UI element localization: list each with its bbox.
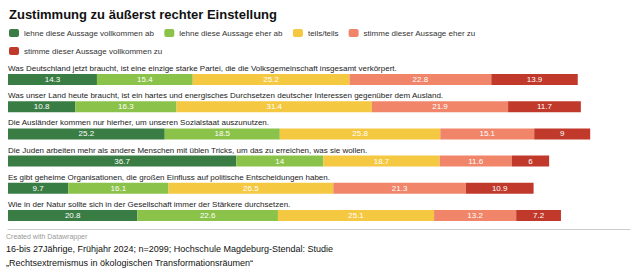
svg-text:18.7: 18.7 xyxy=(374,157,390,166)
svg-text:Was unser Land heute braucht,: Was unser Land heute braucht, ist ein ha… xyxy=(8,91,443,100)
svg-text:stimme dieser Aussage eher zu: stimme dieser Aussage eher zu xyxy=(364,29,476,38)
svg-text:21.3: 21.3 xyxy=(392,184,408,193)
svg-text:15.4: 15.4 xyxy=(137,75,153,84)
svg-text:13.9: 13.9 xyxy=(527,75,543,84)
svg-text:36.7: 36.7 xyxy=(114,157,130,166)
svg-text:7.2: 7.2 xyxy=(533,211,545,220)
svg-text:Die Juden arbeiten mehr als an: Die Juden arbeiten mehr als andere Mensc… xyxy=(8,146,367,155)
svg-text:Die Ausländer kommen nur hierh: Die Ausländer kommen nur hierher, um uns… xyxy=(8,118,269,127)
svg-text:teils/teils: teils/teils xyxy=(308,29,339,38)
svg-text:Wie in der Natur sollte sich i: Wie in der Natur sollte sich in der Gese… xyxy=(8,200,290,209)
svg-text:stimme dieser Aussage vollkomm: stimme dieser Aussage vollkommen zu xyxy=(24,47,162,56)
svg-text:13.2: 13.2 xyxy=(467,211,483,220)
svg-text:Created with Datawrapper: Created with Datawrapper xyxy=(6,233,88,241)
svg-text:6: 6 xyxy=(528,157,533,166)
svg-text:11.7: 11.7 xyxy=(537,102,553,111)
svg-text:10.8: 10.8 xyxy=(34,102,50,111)
svg-text:25.2: 25.2 xyxy=(263,75,279,84)
svg-text:25.8: 25.8 xyxy=(352,129,368,138)
svg-text:16.3: 16.3 xyxy=(118,102,134,111)
svg-text:22.6: 22.6 xyxy=(200,211,216,220)
svg-text:Es gibt geheime Organisationen: Es gibt geheime Organisationen, die groß… xyxy=(8,173,330,182)
svg-text:16-bis 27Jährige, Frühjahr 202: 16-bis 27Jährige, Frühjahr 2024; n=2099;… xyxy=(6,244,333,254)
svg-text:Was Deutschland jetzt braucht,: Was Deutschland jetzt braucht, ist eine … xyxy=(8,64,397,73)
svg-text:16.1: 16.1 xyxy=(111,184,127,193)
svg-text:14.3: 14.3 xyxy=(45,75,61,84)
svg-text:26.5: 26.5 xyxy=(243,184,259,193)
svg-text:lehne diese Aussage eher ab: lehne diese Aussage eher ab xyxy=(179,29,283,38)
svg-text:22.8: 22.8 xyxy=(413,75,429,84)
svg-text:Zustimmung zu äußerst rechter: Zustimmung zu äußerst rechter Einstellun… xyxy=(9,7,277,22)
svg-text:lehne diese Aussage vollkommen: lehne diese Aussage vollkommen ab xyxy=(24,29,154,38)
svg-text:25.2: 25.2 xyxy=(79,129,95,138)
svg-text:21.9: 21.9 xyxy=(432,102,448,111)
svg-text:9.7: 9.7 xyxy=(33,184,45,193)
svg-text:18.5: 18.5 xyxy=(214,129,230,138)
svg-text:11.6: 11.6 xyxy=(468,157,484,166)
svg-text:20.8: 20.8 xyxy=(65,211,81,220)
svg-text:15.1: 15.1 xyxy=(479,129,495,138)
svg-text:25.1: 25.1 xyxy=(348,211,364,220)
svg-text:14: 14 xyxy=(275,157,284,166)
svg-text:10.9: 10.9 xyxy=(492,184,508,193)
svg-text:31.4: 31.4 xyxy=(266,102,282,111)
svg-text:9: 9 xyxy=(560,129,565,138)
svg-text:„Rechtsextremismus in ökologis: „Rechtsextremismus in ökologischen Trans… xyxy=(6,258,253,268)
